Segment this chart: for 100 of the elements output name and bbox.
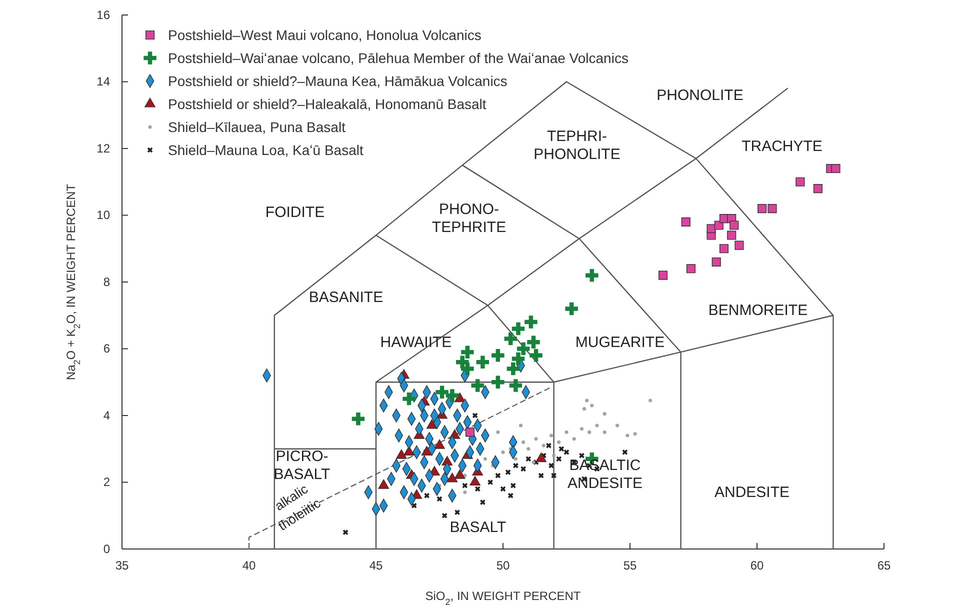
annotation: PICRO- BASALT	[274, 448, 330, 483]
point	[734, 240, 744, 250]
point	[580, 427, 584, 431]
point	[522, 440, 526, 444]
legend-label: Postshield or shield?–Haleakalā, Honomanū Basalt	[168, 96, 486, 112]
point	[557, 440, 561, 444]
point	[513, 462, 518, 468]
point	[532, 460, 536, 464]
x-axis-title: SiO$_{2}$, IN WEIGHT PERCENT	[425, 589, 582, 605]
x-tick-label: 55	[623, 558, 637, 573]
point	[602, 430, 606, 434]
point	[590, 404, 594, 408]
point	[648, 398, 652, 402]
legend-label: Postshield–West Maui volcano, Honolua Volcanics	[168, 27, 482, 43]
point	[508, 492, 514, 498]
point	[402, 392, 416, 406]
point	[442, 512, 448, 518]
annotation: BASALT	[450, 519, 506, 536]
point	[556, 456, 562, 462]
point	[510, 482, 516, 488]
point	[548, 462, 554, 468]
point	[424, 492, 430, 498]
point	[426, 419, 438, 429]
point	[471, 379, 484, 392]
point	[446, 472, 458, 482]
point	[558, 446, 564, 452]
point	[586, 268, 598, 282]
point	[472, 412, 478, 418]
point	[542, 444, 546, 448]
legend-label: Postshield–Waiʻanae volcano, Pālehua Member of the Waiʻanae Volcanics	[168, 50, 628, 66]
annotation: PHONOLITE	[656, 87, 744, 104]
point	[564, 430, 568, 434]
point	[527, 336, 540, 348]
y-tick-label: 16	[96, 8, 110, 22]
point	[526, 456, 532, 462]
point	[602, 412, 606, 416]
y-tick-label: 10	[96, 208, 110, 222]
point	[658, 270, 668, 280]
point	[492, 376, 504, 388]
legend-label: Postshield or shield?–Mauna Kea, Hāmākua Volcanics	[168, 73, 508, 89]
annotation: FOIDITE	[265, 204, 325, 221]
point	[411, 502, 417, 508]
point	[505, 470, 511, 475]
point	[633, 432, 637, 436]
point	[565, 302, 578, 316]
point	[730, 220, 739, 230]
y-tick-label: 4	[103, 408, 110, 422]
x-tick-label: 40	[242, 558, 256, 573]
point	[768, 204, 777, 214]
point	[474, 486, 480, 492]
point	[501, 450, 505, 454]
annotation: BASANITE	[308, 289, 384, 306]
point	[831, 164, 840, 174]
y-tick-label: 12	[96, 141, 110, 156]
point	[496, 430, 500, 434]
point	[714, 220, 724, 230]
point	[461, 346, 474, 358]
x-tick-label: 45	[369, 558, 383, 573]
point	[712, 257, 721, 267]
point	[504, 332, 517, 346]
point	[436, 386, 448, 398]
point	[626, 434, 630, 438]
y-tick-label: 14	[96, 74, 110, 89]
point	[588, 430, 592, 434]
legend-label: Shield–Kīlauea, Puna Basalt	[168, 119, 346, 135]
point	[446, 389, 459, 402]
point	[526, 447, 530, 451]
y-tick-label: 2	[103, 475, 110, 490]
point	[579, 452, 584, 458]
point	[470, 476, 481, 486]
point	[342, 530, 348, 535]
point	[488, 480, 493, 485]
x-tick-label: 50	[496, 558, 510, 573]
point	[758, 204, 767, 214]
point	[564, 450, 570, 455]
point	[434, 439, 445, 449]
point	[461, 362, 474, 376]
point	[465, 428, 475, 437]
point	[681, 217, 690, 226]
point	[506, 362, 520, 376]
point	[551, 472, 556, 478]
point	[585, 398, 589, 402]
point	[396, 449, 407, 459]
point	[476, 356, 490, 368]
point	[462, 482, 468, 488]
point	[500, 486, 506, 492]
point	[352, 412, 365, 426]
point	[520, 466, 526, 472]
point	[686, 264, 696, 274]
point	[582, 407, 586, 411]
point	[530, 349, 542, 362]
point	[622, 450, 628, 455]
annotation: MUGEARITE	[575, 334, 665, 351]
legend-label: Shield–Mauna Loa, Kaʻū Basalt	[168, 142, 364, 158]
y-tick-label: 0	[103, 542, 110, 556]
point	[524, 316, 538, 328]
x-tick-label: 35	[115, 558, 129, 573]
point	[483, 457, 488, 461]
point	[546, 442, 552, 448]
annotation: ANDESITE	[714, 484, 790, 501]
